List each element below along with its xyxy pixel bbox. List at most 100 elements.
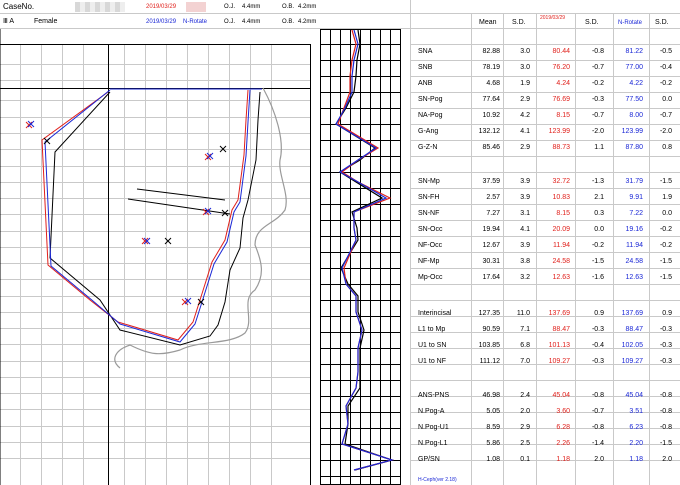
landmark-blue-5	[184, 297, 192, 305]
cell-sd: 3.2	[520, 274, 530, 281]
cell-sd: 3.0	[520, 64, 530, 71]
cell-label: N.Pog-A	[418, 408, 445, 415]
cell-mean: 77.64	[482, 96, 500, 103]
cell-blue: 24.58	[625, 258, 643, 265]
landmark-black-1	[43, 137, 51, 145]
table-row: SN-Pog 77.64 2.9 76.69 -0.3 77.50 0.0	[0, 96, 680, 112]
cell-sd: 3.0	[520, 48, 530, 55]
cell-sd: 2.0	[520, 408, 530, 415]
oj-label-1: O.J.	[224, 4, 236, 10]
cell-blue: 3.51	[629, 408, 643, 415]
cell-rsd: 1.1	[594, 144, 604, 151]
cell-blue: 7.22	[629, 210, 643, 217]
cell-red: 8.15	[556, 112, 570, 119]
table-row: GP/SN 1.08 0.1 1.18 2.0 1.18 2.0	[0, 456, 680, 472]
cell-sd: 3.1	[520, 210, 530, 217]
cell-rsd: -0.8	[591, 392, 604, 399]
cell-sd: 2.9	[520, 144, 530, 151]
cell-label: Interincisal	[418, 310, 452, 317]
cell-bsd: -1.5	[659, 258, 672, 265]
cell-red: 45.04	[552, 392, 570, 399]
cell-mean: 127.35	[478, 310, 500, 317]
cell-rsd: -0.3	[591, 96, 604, 103]
cell-label: SN-Pog	[418, 96, 443, 103]
header-sd2: S.D.	[585, 19, 599, 26]
landmark-black-4	[164, 237, 172, 245]
table-row: SNB 78.19 3.0 76.20 -0.7 77.00 -0.4	[0, 64, 680, 80]
cell-mean: 111.12	[479, 358, 500, 365]
cell-red: 76.69	[552, 96, 570, 103]
cell-bsd: -0.8	[659, 408, 672, 415]
cell-label: SN-FH	[418, 194, 440, 201]
cell-red: 1.18	[556, 456, 570, 463]
cell-red: 4.24	[556, 80, 570, 87]
cell-blue: 19.16	[625, 226, 643, 233]
landmark-red-2	[204, 153, 212, 161]
cell-blue: 9.91	[629, 194, 643, 201]
cell-blue: 137.69	[621, 310, 643, 317]
cell-bsd: -0.5	[659, 48, 672, 55]
table-row: NA-Pog 10.92 4.2 8.15 -0.7 8.00 -0.7	[0, 112, 680, 128]
table-row: N.Pog-U1 8.59 2.9 6.28 -0.8 6.23 -0.8	[0, 424, 680, 440]
table-row: SN-Occ 19.94 4.1 20.09 0.0 19.16 -0.2	[0, 226, 680, 242]
cell-sd: 7.1	[520, 326, 530, 333]
cell-red: 2.26	[556, 440, 570, 447]
cell-sd: 4.1	[520, 226, 530, 233]
cell-rsd: -0.8	[591, 48, 604, 55]
cell-bsd: -0.2	[659, 80, 672, 87]
cell-red: 24.58	[552, 258, 570, 265]
cell-mean: 82.88	[482, 48, 500, 55]
landmark-red-3	[202, 208, 210, 216]
cell-rsd: 2.0	[594, 456, 604, 463]
cell-red: 88.73	[552, 144, 570, 151]
cell-mean: 1.08	[486, 456, 500, 463]
landmark-blue-4	[143, 237, 151, 245]
table-row: U1 to NF 111.12 7.0 109.27 -0.3 109.27 -0.3	[0, 358, 680, 374]
oj-label-2: O.J.	[224, 19, 236, 25]
cell-sd: 4.2	[520, 112, 530, 119]
cell-red: 20.09	[552, 226, 570, 233]
software-version: H-Ceph(ver 2.18)	[418, 477, 457, 483]
cell-sd: 2.9	[520, 424, 530, 431]
cell-blue: 45.04	[625, 392, 643, 399]
cell-label: NF-Mp	[418, 258, 440, 265]
cell-label: U1 to SN	[418, 342, 447, 349]
cell-blue: 2.20	[629, 440, 643, 447]
cell-rsd: -0.4	[591, 342, 604, 349]
cell-rsd: 0.3	[594, 210, 604, 217]
cell-label: U1 to NF	[418, 358, 447, 365]
cell-mean: 5.86	[486, 440, 500, 447]
class-label: Ⅲ A	[3, 18, 15, 25]
cell-mean: 4.68	[486, 80, 500, 87]
cell-mean: 5.05	[486, 408, 500, 415]
header-sd: S.D.	[512, 19, 526, 26]
cell-label: SN-Occ	[418, 226, 443, 233]
cell-rsd: -0.2	[591, 242, 604, 249]
cell-rsd: -0.7	[591, 64, 604, 71]
cell-rsd: -0.3	[591, 326, 604, 333]
cell-sd: 2.9	[520, 96, 530, 103]
name-redacted	[186, 2, 206, 12]
cell-bsd: -2.0	[659, 128, 672, 135]
cell-bsd: -0.4	[659, 64, 672, 71]
cell-blue: 102.05	[621, 342, 643, 349]
polygon-chart-grid	[320, 29, 401, 485]
table-row: G-Z-N 85.46 2.9 88.73 1.1 87.80 0.8	[0, 144, 680, 160]
date-red: 2019/03/29	[146, 4, 177, 10]
cell-mean: 17.64	[482, 274, 500, 281]
table-row: SN-FH 2.57 3.9 10.83 2.1 9.91 1.9	[0, 194, 680, 210]
sex-label: Female	[34, 18, 58, 25]
cell-rsd: -0.7	[591, 112, 604, 119]
cell-bsd: 1.9	[662, 194, 672, 201]
table-row: NF-Mp 30.31 3.8 24.58 -1.5 24.58 -1.5	[0, 258, 680, 274]
cell-label: GP/SN	[418, 456, 440, 463]
cell-rsd: -1.5	[591, 258, 604, 265]
cell-mean: 30.31	[482, 258, 500, 265]
cell-sd: 3.9	[520, 178, 530, 185]
cell-sd: 2.4	[520, 392, 530, 399]
cell-mean: 8.59	[486, 424, 500, 431]
cell-bsd: -0.8	[659, 424, 672, 431]
cell-red: 123.99	[548, 128, 570, 135]
cell-sd: 3.8	[520, 258, 530, 265]
cell-blue: 77.00	[625, 64, 643, 71]
